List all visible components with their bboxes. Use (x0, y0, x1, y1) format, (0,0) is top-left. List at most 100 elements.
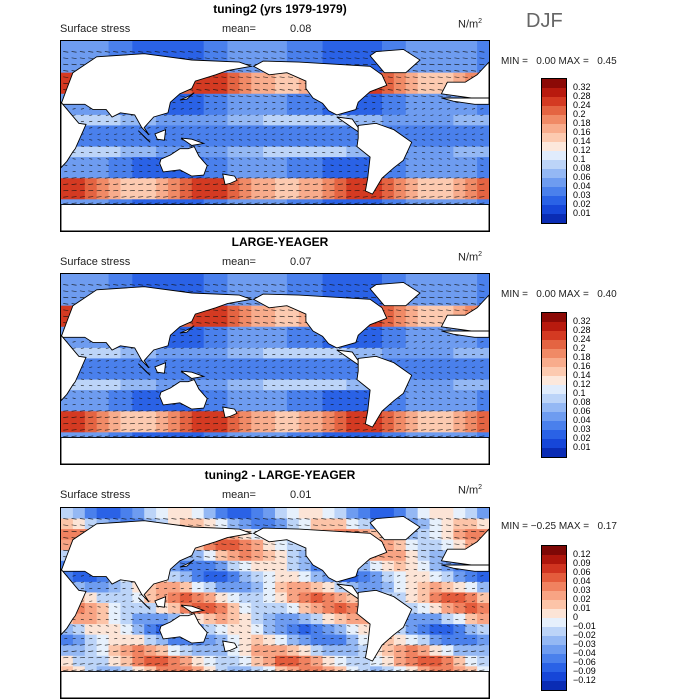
stress-vector (471, 429, 477, 431)
stress-vector (180, 145, 184, 147)
stress-vector (213, 177, 219, 179)
field-cell (310, 581, 324, 593)
stress-vector (330, 366, 334, 368)
stress-vector (405, 347, 409, 349)
stress-vector (297, 127, 301, 129)
stress-vector (247, 120, 251, 123)
field-cell (168, 581, 181, 593)
field-cell (358, 157, 371, 169)
field-cell (441, 369, 454, 381)
stress-vector (329, 435, 335, 437)
field-cell (465, 581, 478, 593)
stress-vector (471, 63, 477, 66)
stress-vector (122, 391, 126, 393)
stress-vector (139, 403, 143, 406)
stress-vector (337, 524, 343, 526)
stress-vector (296, 328, 302, 330)
field-cell (310, 592, 324, 604)
field-cell (334, 624, 347, 636)
field-cell (263, 571, 276, 583)
stress-vector (255, 366, 259, 368)
stress-vector (147, 170, 151, 173)
stress-vector (280, 366, 284, 368)
stress-vector (139, 384, 143, 387)
stress-vector (438, 151, 442, 154)
stress-vector (279, 51, 285, 53)
stress-vector (430, 145, 434, 147)
field-cell (310, 51, 324, 63)
stress-vector (429, 309, 435, 311)
field-cell (393, 581, 407, 593)
stress-vector (296, 322, 302, 324)
stress-vector (196, 435, 202, 437)
field-cell (96, 157, 110, 169)
stress-vector (322, 114, 326, 116)
min-value: 0.00 (536, 56, 556, 67)
field-cell (61, 305, 74, 317)
stress-vector (138, 422, 144, 425)
field-cell (453, 305, 466, 317)
colorbar-tick-label: 0.18 (573, 117, 591, 128)
stress-vector (462, 524, 468, 526)
field-cell (179, 104, 193, 116)
field-cell (227, 146, 240, 158)
stress-vector (221, 51, 227, 53)
field-cell (251, 347, 264, 359)
stress-vector (197, 114, 201, 116)
stress-vector (122, 139, 126, 141)
field-cell (251, 358, 264, 370)
stress-vector (288, 120, 293, 123)
stress-vector (371, 196, 377, 198)
field-cell (61, 390, 74, 402)
stress-vector (480, 170, 484, 173)
stress-vector (338, 403, 342, 406)
stress-vector (164, 120, 168, 123)
stress-vector (421, 202, 427, 204)
stress-vector (279, 95, 285, 97)
stress-vector (397, 101, 401, 104)
stress-vector (347, 170, 351, 173)
field-cell (179, 41, 193, 53)
stress-vector (447, 170, 451, 173)
stress-vector (63, 309, 69, 311)
stress-vector (238, 353, 243, 356)
landmass (180, 137, 206, 146)
stress-vector (387, 89, 393, 91)
stress-vector (96, 416, 102, 418)
stress-vector (213, 196, 219, 198)
stress-vector (471, 158, 476, 160)
field-cell (429, 274, 442, 286)
stress-vector (254, 51, 260, 53)
stress-vector (229, 422, 235, 425)
field-cell (477, 347, 489, 359)
stress-vector (89, 403, 93, 406)
stress-vector (171, 177, 177, 179)
stress-vector (122, 114, 126, 116)
stress-vector (122, 127, 126, 129)
stress-vector (246, 410, 252, 412)
stress-vector (97, 366, 101, 368)
field-cell (382, 411, 395, 423)
stress-vector (80, 397, 84, 399)
stress-vector (471, 303, 477, 305)
stress-vector (255, 114, 259, 116)
stress-vector (229, 524, 235, 526)
stress-vector (421, 422, 427, 425)
stress-vector (322, 347, 326, 349)
stress-vector (89, 114, 93, 116)
stress-vector (337, 422, 343, 425)
stress-vector (114, 145, 118, 147)
field-cell (275, 337, 288, 349)
field-cell (429, 358, 442, 370)
stress-vector (430, 366, 434, 368)
field-cell (429, 136, 442, 148)
stress-vector (121, 183, 127, 185)
landmass (441, 330, 489, 338)
stress-vector (446, 524, 452, 526)
field-cell (477, 125, 489, 137)
stress-vector (114, 397, 118, 399)
landmass (356, 122, 413, 195)
stress-vector (429, 70, 435, 72)
stress-vector (229, 309, 235, 311)
stress-vector (437, 196, 443, 198)
